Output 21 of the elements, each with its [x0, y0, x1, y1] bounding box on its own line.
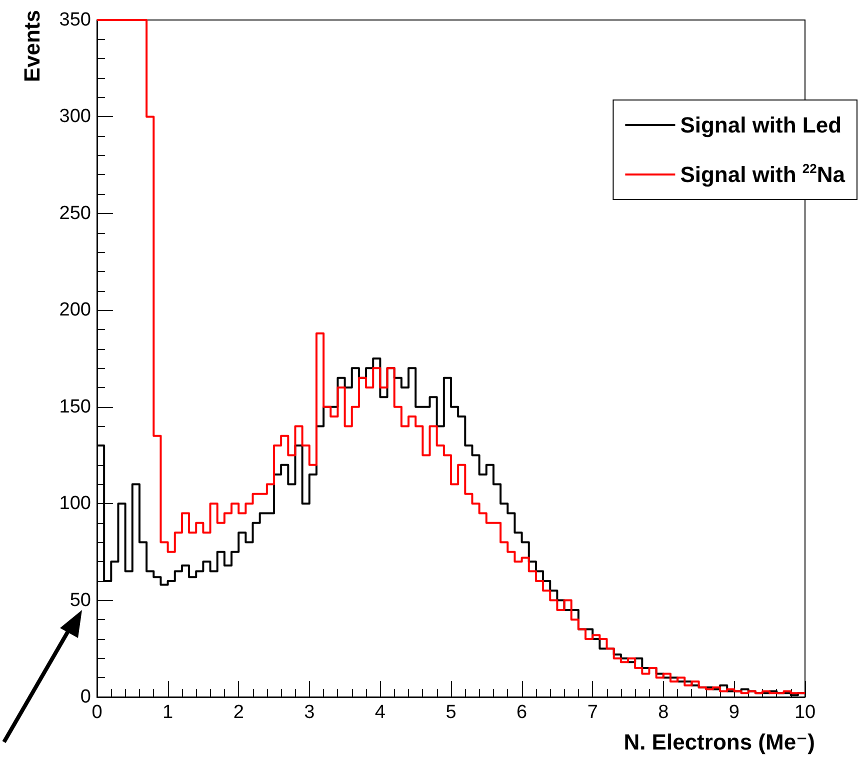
y-tick-label: 100 [59, 493, 91, 514]
x-tick-label: 2 [233, 702, 244, 723]
y-tick-label: 50 [70, 590, 91, 611]
x-tick-label: 9 [728, 702, 740, 723]
y-tick-label: 150 [59, 396, 91, 418]
x-tick-label: 5 [446, 702, 456, 723]
x-tick-label: 10 [794, 702, 816, 723]
y-tick-label: 250 [59, 202, 91, 224]
y-axis-title: Events [20, 10, 44, 82]
x-tick-label: 6 [516, 702, 528, 723]
y-tick-label: 0 [80, 686, 91, 708]
x-tick-label: 8 [658, 702, 669, 723]
x-tick-label: 4 [374, 702, 386, 723]
y-tick-label: 200 [59, 300, 91, 321]
x-tick-label: 3 [304, 702, 315, 723]
y-tick-label: 300 [59, 106, 91, 128]
legend-label: Signal with Led [680, 112, 842, 138]
y-tick-label: 350 [59, 10, 91, 30]
x-axis-title: N. Electrons (Me⁻) [624, 730, 815, 754]
x-tick-label: 7 [587, 702, 598, 723]
x-tick-label: 1 [162, 702, 174, 723]
